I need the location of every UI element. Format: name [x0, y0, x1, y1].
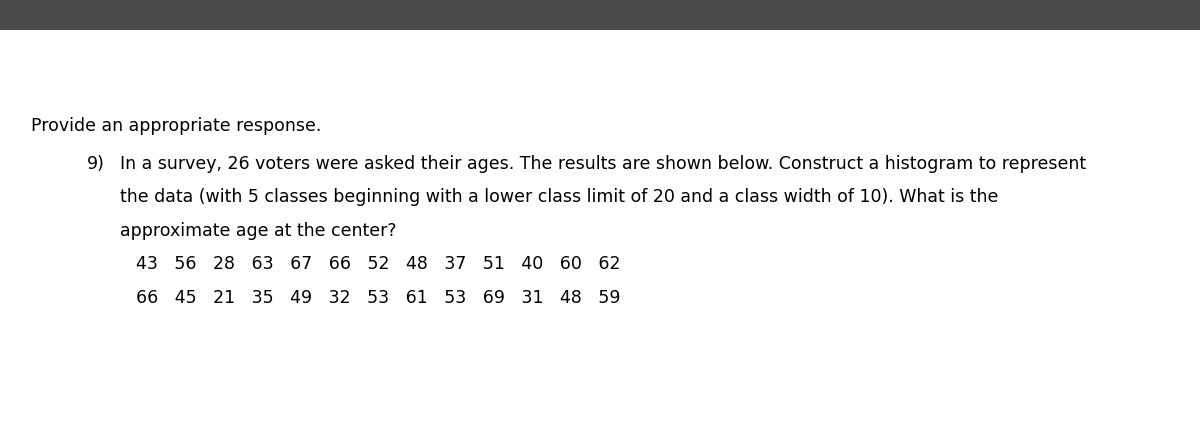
Text: In a survey, 26 voters were asked their ages. The results are shown below. Const: In a survey, 26 voters were asked their … [120, 155, 1086, 173]
Text: approximate age at the center?: approximate age at the center? [120, 222, 396, 240]
Text: 9): 9) [86, 155, 104, 173]
Text: Provide an appropriate response.: Provide an appropriate response. [31, 117, 322, 136]
Bar [0, 0, 1200, 30]
Text: the data (with 5 classes beginning with a lower class limit of 20 and a class wi: the data (with 5 classes beginning with … [120, 188, 998, 206]
Text: 43   56   28   63   67   66   52   48   37   51   40   60   62: 43 56 28 63 67 66 52 48 37 51 40 60 62 [136, 255, 620, 273]
Text: 66   45   21   35   49   32   53   61   53   69   31   48   59: 66 45 21 35 49 32 53 61 53 69 31 48 59 [136, 289, 620, 307]
